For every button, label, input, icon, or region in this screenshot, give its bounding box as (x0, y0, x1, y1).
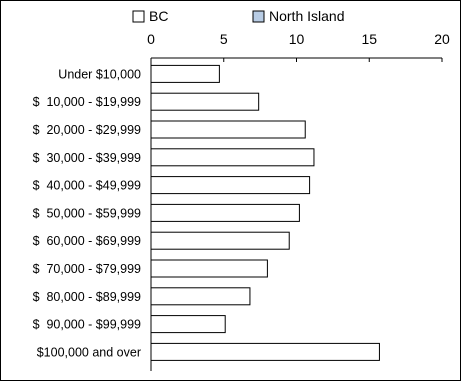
legend-item-bc: BC (132, 8, 168, 24)
x-tick-label: 10 (289, 31, 305, 47)
legend: BC North Island (132, 8, 344, 24)
legend-item-north-island: North Island (252, 8, 344, 24)
bar-bc (150, 120, 306, 139)
category-label: $ 90,000 - $99,999 (33, 318, 141, 332)
category-label: $100,000 and over (37, 345, 141, 359)
x-tick-label: 15 (361, 31, 377, 47)
category-axis: Under $10,000 $ 10,000 - $19,999 $ 20,000 … (33, 58, 152, 371)
category-label: Under $10,000 (58, 67, 141, 81)
bar-bc (150, 287, 251, 306)
category-label: $ 70,000 - $79,999 (33, 262, 141, 276)
bar-bc (150, 176, 311, 195)
bar-bc (150, 231, 290, 250)
category-label: $ 20,000 - $29,999 (33, 123, 141, 137)
bars (150, 64, 380, 361)
category-label: $ 30,000 - $39,999 (33, 151, 141, 165)
category-label: $ 40,000 - $49,999 (33, 179, 141, 193)
legend-label: North Island (269, 8, 344, 24)
x-tick-label: 20 (434, 31, 450, 47)
category-label: $ 60,000 - $69,999 (33, 234, 141, 248)
bar-bc (150, 342, 380, 361)
x-tick-label: 0 (147, 31, 155, 47)
bar-bc (150, 315, 226, 334)
category-label: $ 10,000 - $19,999 (33, 95, 141, 109)
legend-swatch (252, 10, 265, 23)
bar-bc (150, 92, 260, 111)
legend-label: BC (149, 8, 168, 24)
x-tick-label: 5 (220, 31, 228, 47)
category-label: $ 80,000 - $89,999 (33, 290, 141, 304)
bar-bc (150, 64, 220, 83)
bar-bc (150, 148, 315, 167)
legend-swatch (132, 10, 145, 23)
bar-bc (150, 203, 300, 222)
category-label: $ 50,000 - $59,999 (33, 206, 141, 220)
bar-bc (150, 259, 268, 278)
x-axis: 0 5 10 15 20 (147, 31, 450, 62)
